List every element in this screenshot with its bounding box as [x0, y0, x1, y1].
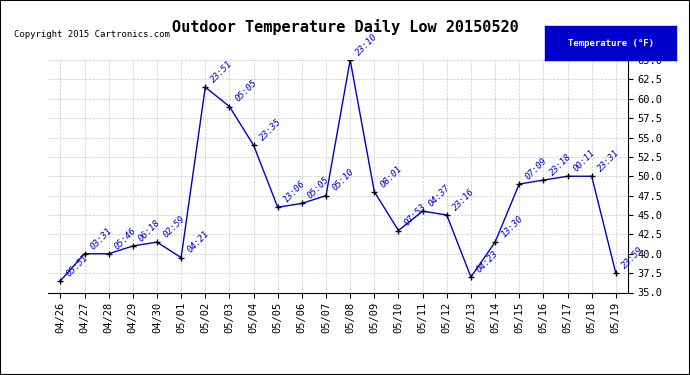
Text: 13:30: 13:30 — [500, 214, 524, 239]
Text: 04:21: 04:21 — [186, 230, 210, 255]
Text: 05:05: 05:05 — [306, 175, 331, 201]
Text: 02:59: 02:59 — [161, 214, 186, 239]
Text: Copyright 2015 Cartronics.com: Copyright 2015 Cartronics.com — [14, 30, 170, 39]
Text: Outdoor Temperature Daily Low 20150520: Outdoor Temperature Daily Low 20150520 — [172, 19, 518, 35]
Text: 07:53: 07:53 — [403, 202, 428, 228]
Text: 00:11: 00:11 — [572, 148, 597, 174]
Text: 06:18: 06:18 — [137, 218, 162, 243]
Text: 05:05: 05:05 — [234, 78, 259, 104]
Text: 03:31: 03:31 — [89, 226, 114, 251]
Text: 23:31: 23:31 — [596, 148, 621, 174]
Text: 23:16: 23:16 — [451, 187, 476, 212]
Text: 23:35: 23:35 — [258, 117, 283, 142]
Text: 07:09: 07:09 — [524, 156, 549, 181]
Text: 05:51: 05:51 — [65, 253, 90, 278]
Text: 23:59: 23:59 — [620, 245, 645, 270]
Text: 23:51: 23:51 — [210, 59, 235, 84]
Text: 04:37: 04:37 — [427, 183, 452, 209]
Text: Temperature (°F): Temperature (°F) — [568, 39, 653, 48]
Text: 05:46: 05:46 — [113, 226, 138, 251]
Text: 08:01: 08:01 — [379, 164, 404, 189]
Text: 13:06: 13:06 — [282, 179, 307, 204]
Text: 04:23: 04:23 — [475, 249, 500, 274]
Text: 05:10: 05:10 — [331, 168, 355, 193]
Text: 23:10: 23:10 — [355, 32, 380, 57]
Text: 23:18: 23:18 — [548, 152, 573, 177]
